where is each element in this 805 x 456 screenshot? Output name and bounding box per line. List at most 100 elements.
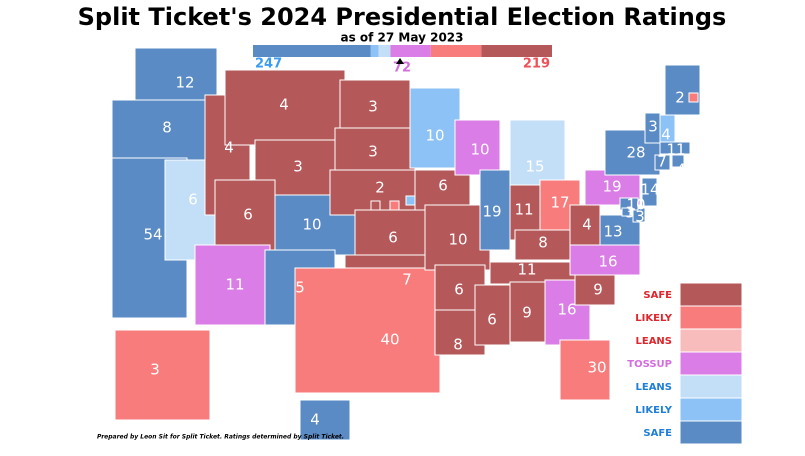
legend-label: LIKELY <box>635 313 672 324</box>
legend: SAFE LIKELY LEANS TOSSUP LEANS LIKELY SAFE <box>627 282 743 445</box>
state <box>414 169 471 211</box>
state-votes: 11 <box>514 201 533 219</box>
state-votes: 11 <box>666 141 685 159</box>
state-votes: 3 <box>368 143 378 161</box>
state <box>294 267 441 394</box>
state-votes: 13 <box>603 223 622 241</box>
state-votes: 6 <box>487 311 497 329</box>
state <box>454 119 501 176</box>
state <box>334 127 416 174</box>
state <box>621 207 631 217</box>
state-votes: 10 <box>470 141 489 159</box>
state-votes: 14 <box>640 181 659 199</box>
tally-bar: 247 72 219 <box>253 45 552 76</box>
state-votes: 3 <box>293 158 303 176</box>
state-votes: 10 <box>626 196 645 214</box>
state-votes: 8 <box>538 234 548 252</box>
state-votes: 28 <box>626 144 645 162</box>
state-votes: 54 <box>143 226 162 244</box>
midpoint-marker <box>396 58 404 64</box>
state-votes: 2 <box>675 89 685 107</box>
district <box>688 92 699 103</box>
state <box>354 209 431 261</box>
state-votes: 17 <box>550 194 569 212</box>
state-votes: 16 <box>557 301 576 319</box>
state-votes: 10 <box>448 231 467 249</box>
state-votes: 10 <box>302 216 321 234</box>
state <box>114 329 211 421</box>
state-votes: 3 <box>368 98 378 116</box>
state <box>654 154 671 171</box>
legend-swatch <box>679 397 743 422</box>
legend-swatch <box>679 374 743 399</box>
state-votes: 7 <box>657 153 667 171</box>
state-votes: 10 <box>425 127 444 145</box>
districts <box>370 92 699 211</box>
legend-swatch <box>679 420 743 445</box>
legend-label: LIKELY <box>635 405 672 416</box>
legend-label: SAFE <box>643 428 672 439</box>
state-votes: 16 <box>598 253 617 271</box>
legend-swatch <box>679 351 743 376</box>
state-votes: 5 <box>295 279 305 297</box>
state-votes: 4 <box>661 126 671 144</box>
state <box>194 244 271 326</box>
tally-segment <box>390 45 431 57</box>
state-votes: 6 <box>388 229 398 247</box>
tally-segment <box>378 45 391 57</box>
state-votes: 6 <box>243 206 253 224</box>
state-votes: 19 <box>602 178 621 196</box>
state-votes: 15 <box>525 158 544 176</box>
state <box>574 274 616 306</box>
state <box>641 177 658 207</box>
state-votes: 9 <box>522 304 532 322</box>
state-votes: 9 <box>593 281 603 299</box>
state <box>664 64 701 116</box>
tally-tossup: 72 <box>393 61 411 76</box>
state-votes: 11 <box>517 261 536 279</box>
state-votes: 6 <box>454 281 464 299</box>
tally-segment <box>370 45 379 57</box>
district <box>405 195 416 206</box>
legend-label: TOSSUP <box>627 359 672 370</box>
state-votes: 4 <box>224 139 234 157</box>
state <box>671 154 685 168</box>
tally-rep: 219 <box>523 57 550 72</box>
state <box>111 99 208 163</box>
state-votes: 8 <box>453 336 463 354</box>
state <box>409 87 461 169</box>
state-votes: 3 <box>635 208 645 226</box>
tally-segment <box>253 45 371 57</box>
state-votes: 4 <box>676 161 686 179</box>
state <box>424 204 491 271</box>
state <box>659 141 691 155</box>
footer: Prepared by Leon Sit for Split Ticket. R… <box>97 434 344 441</box>
state-votes: 40 <box>380 331 399 349</box>
legend-label: LEANS <box>635 336 672 347</box>
state-votes: 4 <box>582 216 592 234</box>
state <box>224 69 346 146</box>
state-votes: 4 <box>310 411 320 429</box>
state-votes: 6 <box>438 177 448 195</box>
district <box>370 200 381 211</box>
state-votes: 3 <box>625 204 635 222</box>
state <box>514 229 576 261</box>
state <box>299 399 351 441</box>
legend-label: LEANS <box>635 382 672 393</box>
title: Split Ticket's 2024 Presidential Electio… <box>78 3 727 31</box>
state-votes: 3 <box>150 361 160 379</box>
state-votes: 11 <box>225 276 244 294</box>
district <box>389 200 400 211</box>
state-votes: 8 <box>162 119 172 137</box>
state-votes: 12 <box>175 74 194 92</box>
state <box>559 339 611 401</box>
legend-swatch <box>679 282 743 307</box>
tally-dem: 247 <box>255 57 282 72</box>
state-votes: 2 <box>375 179 385 197</box>
state <box>632 207 646 223</box>
state-votes: 19 <box>482 203 501 221</box>
state <box>214 179 276 251</box>
tally-segment <box>481 45 552 57</box>
